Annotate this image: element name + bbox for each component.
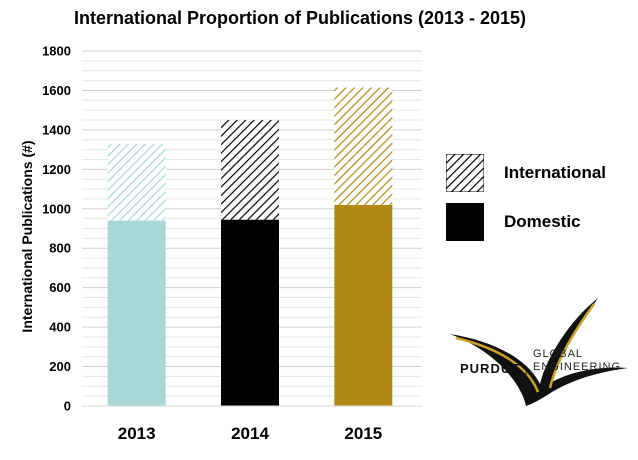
legend-swatch-domestic — [446, 203, 484, 241]
y-tick-label: 200 — [49, 359, 71, 374]
x-tick-label: 2013 — [118, 424, 156, 443]
bar-domestic-2015 — [334, 204, 393, 406]
purdue-logo-icon — [450, 298, 628, 406]
logo-line-global: GLOBAL — [533, 348, 584, 360]
y-tick-label: 1200 — [42, 162, 71, 177]
y-tick-label: 800 — [49, 241, 71, 256]
y-axis-label: International Publications (#) — [19, 140, 35, 332]
y-tick-label: 0 — [64, 399, 71, 414]
bar-layer — [107, 87, 393, 406]
y-tick-label: 400 — [49, 320, 71, 335]
chart-title: International Proportion of Publications… — [73, 8, 527, 28]
legend-label-domestic: Domestic — [504, 212, 581, 231]
y-tick-label: 1000 — [42, 201, 71, 216]
x-tick-label: 2014 — [231, 424, 269, 443]
y-tick-label: 1600 — [42, 83, 71, 98]
bar-domestic-2014 — [221, 219, 279, 406]
bar-domestic-2013 — [107, 220, 166, 406]
y-tick-label: 1400 — [42, 122, 71, 137]
legend-swatch-international — [446, 154, 484, 192]
legend-label-international: International — [504, 163, 607, 182]
y-tick-label: 600 — [49, 280, 71, 295]
logo-wordmark: PURDUE — [460, 361, 521, 376]
logo-line-engineering: ENGINEERING — [533, 361, 622, 373]
bar-international-2014 — [221, 120, 279, 220]
x-tick-label: 2015 — [344, 424, 382, 443]
bar-international-2013 — [107, 143, 166, 221]
axis-layer: 0 200 400 600 800 1000 1200 1400 1600 1800 Interna… — [19, 44, 422, 443]
bar-international-2015 — [334, 87, 393, 205]
y-tick-label: 1800 — [42, 44, 71, 59]
